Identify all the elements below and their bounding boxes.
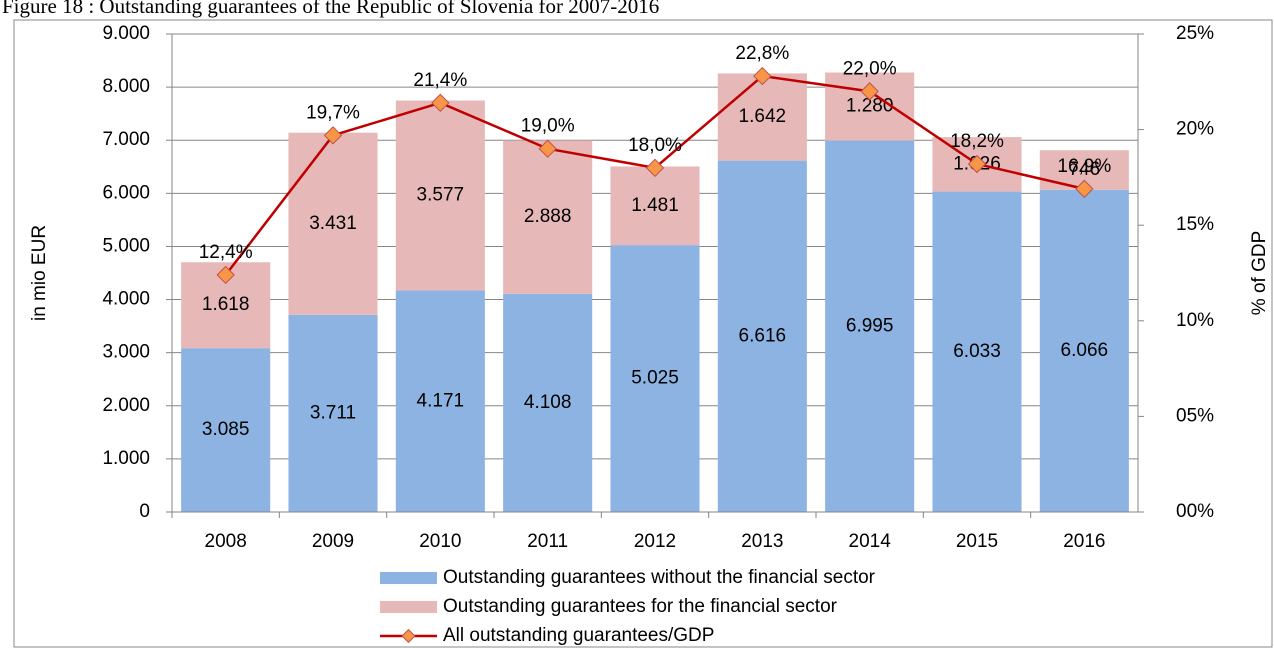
y2-axis-label: % of GDP <box>1249 231 1270 315</box>
bar-segment <box>610 166 700 246</box>
y2-tick-label: 20% <box>1176 119 1214 140</box>
line-marker <box>538 139 557 158</box>
bar-value-label: 3.711 <box>310 402 356 423</box>
y2-tick-label: 00% <box>1176 501 1214 522</box>
x-tick-label: 2012 <box>634 531 676 552</box>
y-tick-label: 7.000 <box>102 129 150 150</box>
y-tick-label: 2.000 <box>102 395 150 416</box>
line-value-label: 22,0% <box>843 58 897 79</box>
y2-tick-label: 15% <box>1176 214 1214 235</box>
bar-value-label: 1.481 <box>631 195 679 216</box>
bar-value-label: 3.431 <box>309 213 357 234</box>
x-tick-label: 2009 <box>312 531 354 552</box>
bar-segment <box>288 132 378 315</box>
line-value-label: 21,4% <box>413 70 467 91</box>
line-marker <box>216 265 235 285</box>
y2-tick-label: 10% <box>1176 310 1214 331</box>
bar-segment <box>503 293 593 512</box>
line-marker <box>645 158 665 178</box>
line-marker <box>1075 179 1094 199</box>
legend-label: Outstanding guarantees without the finan… <box>443 567 876 588</box>
line-marker <box>431 93 450 113</box>
bar-value-label: 3.085 <box>202 419 250 440</box>
bar-segment <box>288 314 378 512</box>
y-tick-label: 9.000 <box>102 23 150 44</box>
bar-segment <box>395 290 485 512</box>
x-tick-label: 2010 <box>419 531 461 552</box>
bar-value-label: 5.025 <box>631 368 679 389</box>
bar-segment <box>932 191 1022 512</box>
y-tick-label: 3.000 <box>102 342 150 363</box>
bar-segment <box>610 245 700 512</box>
y-axis-label: in mio EUR <box>29 225 50 321</box>
bar-segment <box>503 140 593 294</box>
line-marker <box>967 154 987 174</box>
y-tick-label: 6.000 <box>102 182 150 203</box>
y2-tick-label: 05% <box>1176 405 1214 426</box>
x-tick-label: 2011 <box>527 531 568 552</box>
x-tick-label: 2013 <box>741 531 783 552</box>
legend-marker <box>401 628 416 644</box>
x-tick-label: 2015 <box>956 531 998 552</box>
y-tick-label: 8.000 <box>102 76 150 97</box>
y-tick-label: 5.000 <box>102 235 150 256</box>
legend-swatch <box>380 601 437 613</box>
x-tick-label: 2008 <box>205 531 247 552</box>
bar-value-label: 4.108 <box>524 392 572 413</box>
bar-value-label: 4.171 <box>417 390 465 411</box>
line-value-label: 18,2% <box>950 131 1004 152</box>
line-marker <box>753 66 772 86</box>
y-tick-label: 4.000 <box>102 289 150 310</box>
bar-segment <box>395 100 485 291</box>
bar-segment <box>825 140 915 512</box>
chart-title: Figure 18 : Outstanding guarantees of th… <box>2 0 659 18</box>
line-value-label: 12,4% <box>199 242 253 263</box>
bar-segment <box>717 73 807 161</box>
bar-value-label: 1.642 <box>739 106 787 127</box>
bar-value-label: 1.618 <box>202 294 250 315</box>
legend-label: All outstanding guarantees/GDP <box>443 625 714 646</box>
bar-value-label: 6.066 <box>1061 340 1109 361</box>
line-value-label: 18,0% <box>628 135 682 156</box>
legend-swatch <box>380 572 437 584</box>
bar-value-label: 3.577 <box>417 184 465 205</box>
legend-label: Outstanding guarantees for the financial… <box>443 596 838 617</box>
line-value-label: 22,8% <box>735 43 789 64</box>
line-value-label: 19,0% <box>521 116 575 137</box>
bar-value-label: 6.616 <box>739 325 787 346</box>
y2-tick-label: 25% <box>1176 23 1214 44</box>
bar-value-label: 6.033 <box>953 341 1001 362</box>
y-tick-label: 1.000 <box>102 448 150 469</box>
bar-value-label: 2.888 <box>524 206 572 227</box>
bar-value-label: 746 <box>1068 159 1100 180</box>
bar-value-label: 6.995 <box>846 315 894 336</box>
line-value-label: 19,7% <box>306 102 360 123</box>
y-tick-label: 0 <box>139 501 150 522</box>
bar-segment <box>717 160 807 512</box>
x-tick-label: 2016 <box>1063 531 1105 552</box>
line-marker <box>860 82 879 101</box>
bar-segment <box>1039 189 1129 512</box>
line-value-label: 16,9% <box>1057 156 1111 177</box>
bar-segment <box>181 348 271 512</box>
x-tick-label: 2014 <box>849 531 892 552</box>
line-marker <box>323 126 343 145</box>
